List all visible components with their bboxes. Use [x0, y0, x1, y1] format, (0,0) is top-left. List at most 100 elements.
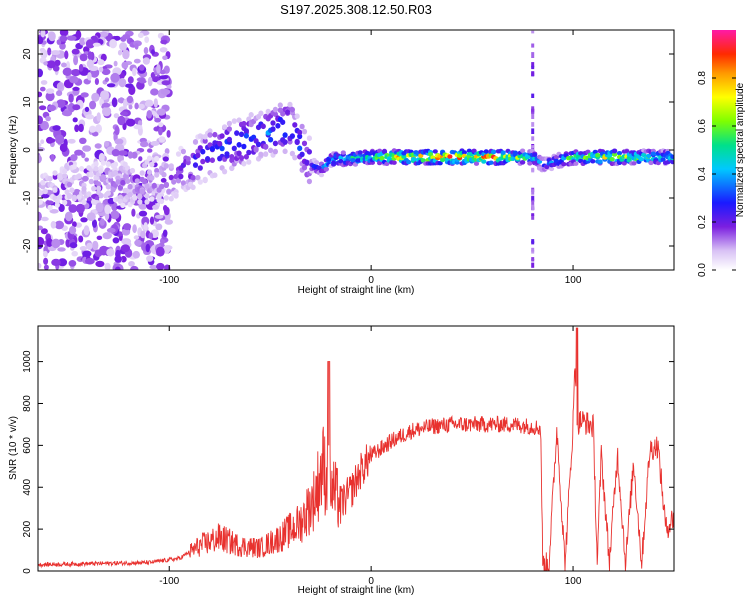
heatmap-cell	[146, 255, 154, 262]
heatmap-cell	[96, 235, 103, 240]
heatmap-cell	[117, 150, 128, 156]
heatmap-cell	[113, 113, 120, 119]
heatmap-cell	[52, 187, 58, 193]
heatmap-y-tick-label: 0	[22, 147, 33, 153]
heatmap-cell	[292, 122, 298, 128]
heatmap-cell	[137, 199, 143, 205]
heatmap-cell	[79, 246, 88, 251]
heatmap-cell	[40, 80, 48, 85]
heatmap-cell	[54, 198, 61, 205]
heatmap-cell	[648, 160, 654, 166]
heatmap-cell	[430, 155, 436, 160]
heatmap-cell	[255, 141, 262, 148]
heatmap-cell	[125, 178, 131, 184]
heatmap-cell	[306, 178, 312, 185]
heatmap-cell	[154, 167, 160, 174]
heatmap-cell	[384, 161, 390, 166]
heatmap-cell	[57, 258, 68, 267]
heatmap-cell	[72, 104, 81, 111]
heatmap-cell	[96, 185, 102, 192]
heatmap-cell	[47, 104, 56, 112]
heatmap-cell	[38, 190, 43, 196]
heatmap-cell	[45, 200, 54, 205]
heatmap-cell	[113, 35, 121, 41]
heatmap-cell	[134, 239, 142, 247]
heatmap-cell	[670, 159, 674, 165]
heatmap-cell	[650, 151, 657, 156]
heatmap-cell	[236, 117, 242, 123]
heatmap-cell	[56, 82, 64, 90]
heatmap-cell	[48, 138, 56, 143]
heatmap-cell	[85, 114, 94, 120]
heatmap-cell	[531, 189, 535, 195]
heatmap-cell	[83, 46, 90, 53]
heatmap-cell	[243, 133, 249, 139]
figure-title: S197.2025.308.12.50.R03	[280, 2, 432, 17]
heatmap-cell	[192, 162, 199, 168]
heatmap-cell	[260, 123, 266, 130]
heatmap-cell	[43, 257, 49, 265]
heatmap-cell	[158, 122, 164, 128]
heatmap-cell	[92, 219, 97, 228]
heatmap-cell	[272, 140, 278, 147]
heatmap-cell	[224, 151, 230, 157]
heatmap-cell	[531, 128, 535, 134]
heatmap-cell	[82, 250, 92, 258]
heatmap-cell	[168, 195, 174, 202]
heatmap-cell	[265, 108, 271, 115]
heatmap-cell	[200, 148, 206, 155]
heatmap-cell	[350, 158, 356, 163]
heatmap-cell	[531, 204, 535, 211]
heatmap-y-tick-label: 20	[22, 48, 33, 60]
heatmap-cell	[175, 151, 182, 157]
heatmap-cell	[156, 194, 162, 200]
heatmap-cell	[76, 173, 82, 179]
heatmap-cell	[140, 141, 149, 148]
heatmap-cell	[162, 55, 168, 61]
colorbar-axis: 0.0 0.2 0.4 0.6 0.8	[697, 71, 736, 277]
heatmap-cell	[88, 171, 94, 178]
heatmap-cell	[381, 149, 388, 155]
heatmap-cell	[59, 143, 68, 153]
heatmap-cell	[209, 146, 215, 152]
heatmap-cell	[55, 134, 65, 145]
heatmap-cell	[56, 90, 63, 97]
heatmap-cell	[161, 171, 167, 178]
heatmap-cell	[544, 164, 550, 170]
heatmap-cell	[68, 93, 74, 103]
heatmap-cell	[147, 148, 153, 153]
heatmap-cell	[132, 67, 137, 77]
heatmap-cell	[40, 86, 46, 92]
heatmap-x-tick-label: -100	[159, 275, 179, 286]
heatmap-cell	[280, 111, 286, 117]
heatmap-cell	[38, 225, 43, 231]
heatmap-cell	[461, 150, 467, 155]
heatmap-cell	[162, 229, 168, 237]
heatmap-cell	[338, 159, 344, 164]
heatmap-cell	[149, 216, 155, 225]
heatmap-cell	[134, 178, 140, 184]
heatmap-cell	[205, 156, 211, 162]
heatmap-cell	[51, 258, 61, 266]
heatmap-cell	[86, 242, 93, 250]
heatmap-cell	[120, 111, 128, 116]
heatmap-cell	[148, 232, 154, 240]
heatmap-cell	[111, 97, 118, 108]
heatmap-cell	[85, 257, 95, 265]
heatmap-cell	[164, 219, 173, 225]
heatmap-cell	[91, 199, 97, 205]
heatmap-cell	[155, 246, 165, 257]
heatmap-cell	[168, 163, 174, 169]
heatmap-cell	[117, 115, 126, 126]
heatmap-cell	[527, 161, 533, 166]
heatmap-cell	[88, 178, 94, 185]
heatmap-y-tick-label: 10	[22, 96, 33, 108]
heatmap-cell	[66, 181, 73, 188]
heatmap-cell	[134, 102, 139, 110]
heatmap-cell	[190, 184, 196, 191]
heatmap-cell	[64, 211, 73, 222]
heatmap-cell	[520, 148, 526, 153]
heatmap-cell	[68, 204, 78, 213]
heatmap-cell	[138, 210, 148, 217]
heatmap-cell	[123, 99, 128, 109]
